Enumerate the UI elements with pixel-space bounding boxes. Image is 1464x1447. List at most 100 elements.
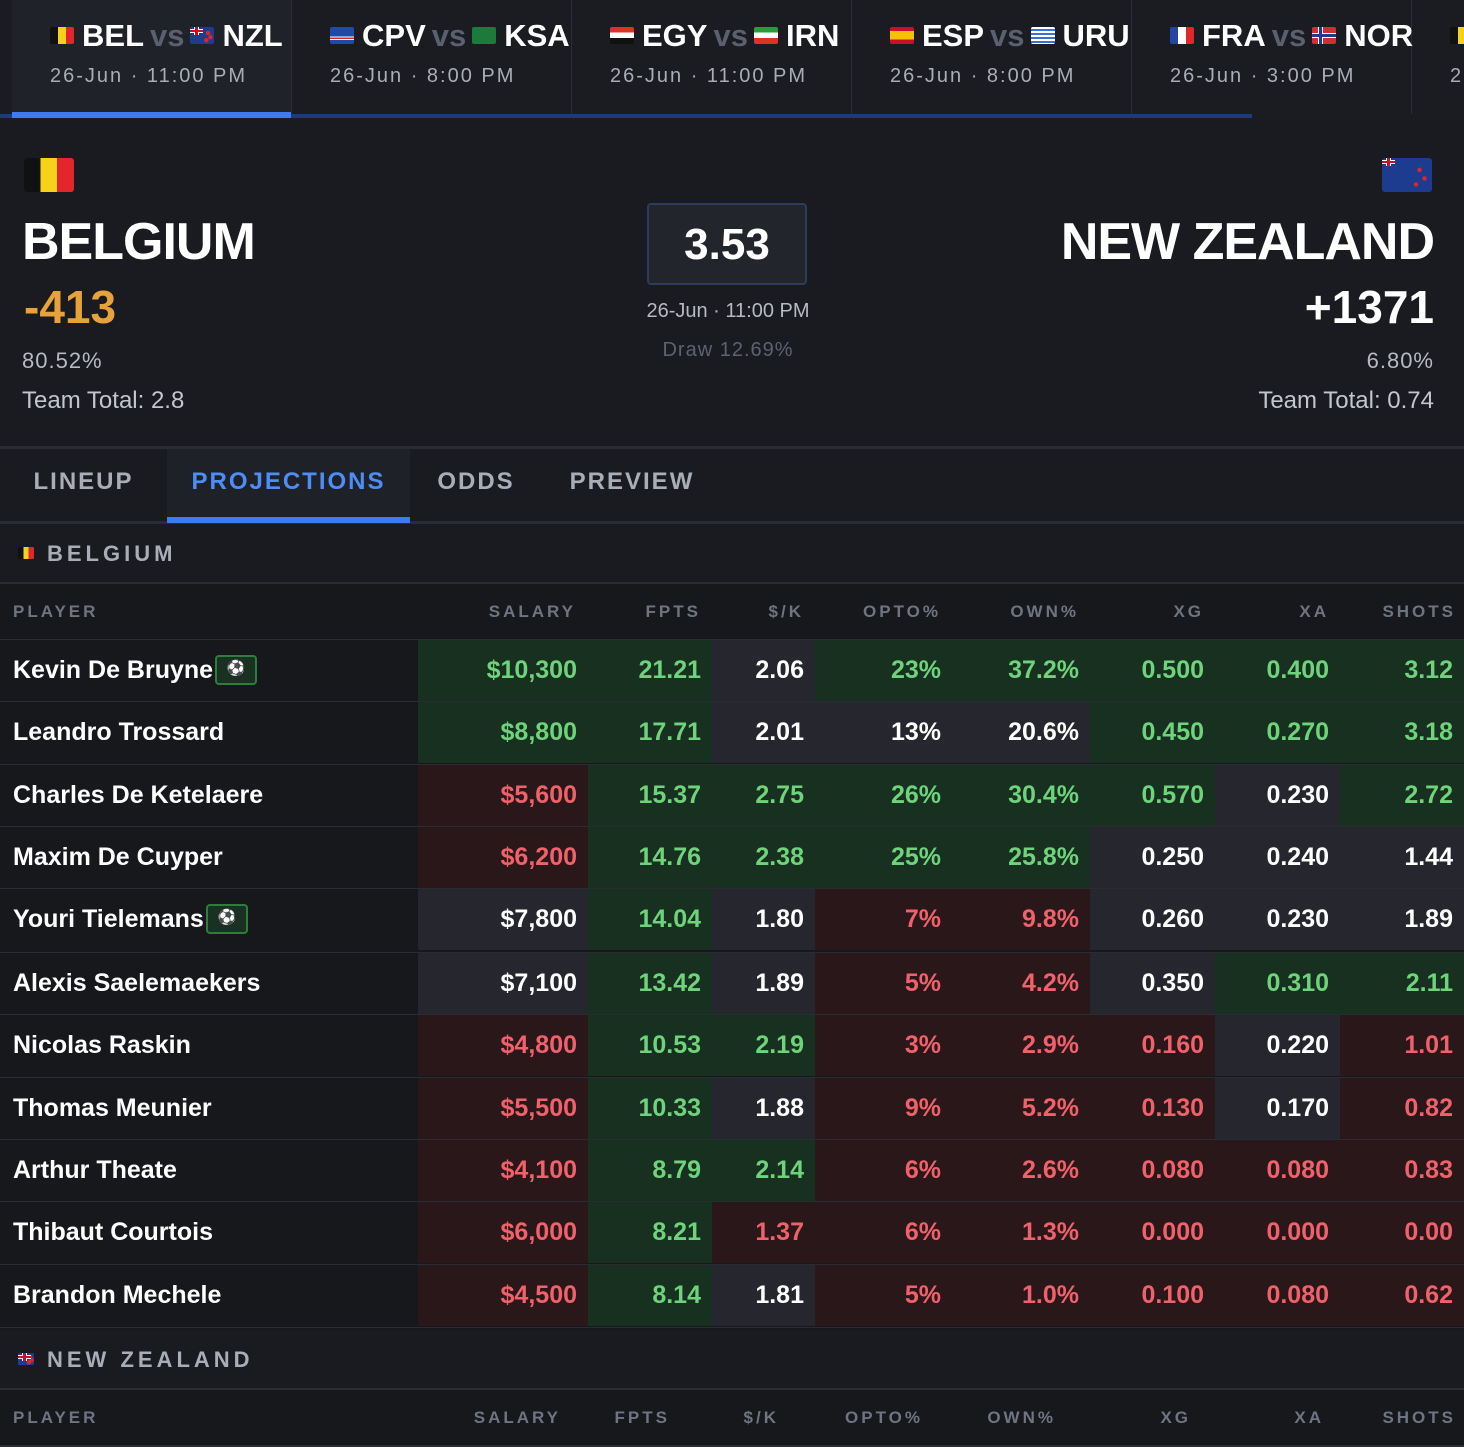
player-row[interactable]: Leandro Trossard $8,800 17.71 2.01 13% 20.6% 0… xyxy=(0,702,1464,765)
player-row[interactable]: Arthur Theate $4,100 8.79 2.14 6% 2.6% 0.080 0.… xyxy=(0,1140,1464,1202)
home-flag-icon xyxy=(330,27,354,45)
match-tab[interactable]: CPV vs KSA 26-Jun · 8:00 PM xyxy=(292,0,572,114)
section-title: BELGIUM xyxy=(47,541,177,566)
col-xg[interactable]: XG xyxy=(1173,602,1204,621)
player-row[interactable]: Youri Tielemans ⚽ $7,800 14.04 1.80 7% 9.8% 0.2… xyxy=(0,889,1464,953)
away-flag-icon xyxy=(1030,27,1055,45)
player-row[interactable]: Thomas Meunier $5,500 10.33 1.88 9% 5.2% 0.130… xyxy=(0,1078,1464,1140)
vs-label: vs xyxy=(1271,18,1307,53)
cell-salary: $4,100 xyxy=(418,1140,588,1201)
cell-xa: 0.220 xyxy=(1215,1015,1340,1076)
cell-xa: 0.230 xyxy=(1215,889,1340,950)
col-opto[interactable]: OPTO% xyxy=(863,602,941,621)
col-player[interactable]: PLAYER xyxy=(13,602,99,621)
cell-fpts: 13.42 xyxy=(588,953,712,1014)
player-row[interactable]: Charles De Ketelaere $5,600 15.37 2.75 26% 30… xyxy=(0,765,1464,827)
cell-shots: 0.82 xyxy=(1340,1078,1464,1139)
player-name[interactable]: Maxim De Cuyper xyxy=(13,827,223,889)
col-fpts[interactable]: FPTS xyxy=(614,1408,670,1427)
player-row[interactable]: Maxim De Cuyper $6,200 14.76 2.38 25% 25.8% 0.… xyxy=(0,827,1464,889)
col-salary[interactable]: SALARY xyxy=(488,602,576,621)
cell-xg: 0.130 xyxy=(1090,1078,1215,1139)
away-team-name: NEW ZEALAND xyxy=(1060,213,1435,271)
col-own[interactable]: OWN% xyxy=(987,1408,1056,1427)
cell-dollar-per-k: 1.80 xyxy=(712,889,815,950)
soccer-ball-icon: ⚽ xyxy=(215,655,258,686)
player-name[interactable]: Brandon Mechele xyxy=(13,1265,221,1327)
col-xa[interactable]: XA xyxy=(1294,1408,1324,1427)
match-tab[interactable]: BEL vs NZL 26-Jun · 11:00 PM xyxy=(12,0,292,118)
player-name-text: Youri Tielemans xyxy=(13,905,204,933)
player-name[interactable]: Nicolas Raskin xyxy=(13,1015,191,1077)
player-name-text: Maxim De Cuyper xyxy=(13,843,223,871)
home-code: ESP xyxy=(922,18,985,53)
match-tab[interactable]: ESP vs URU 26-Jun · 8:00 PM xyxy=(852,0,1132,114)
tab-preview[interactable]: PREVIEW xyxy=(569,468,695,495)
cell-xg: 0.080 xyxy=(1090,1140,1215,1201)
cell-salary: $8,800 xyxy=(418,702,588,763)
cell-xg: 0.500 xyxy=(1090,640,1215,701)
vs-label: vs xyxy=(713,18,748,53)
cell-xa: 0.080 xyxy=(1215,1265,1340,1326)
home-flag-icon xyxy=(610,27,634,45)
col-shots[interactable]: SHOTS xyxy=(1382,1408,1456,1427)
cell-own: 1.3% xyxy=(952,1202,1090,1263)
match-teams: BEL vs NZL xyxy=(50,18,283,54)
col-xg[interactable]: XG xyxy=(1160,1408,1191,1427)
col-salary[interactable]: SALARY xyxy=(473,1408,561,1427)
player-row[interactable]: Kevin De Bruyne ⚽ $10,300 21.21 2.06 23% 37.2%… xyxy=(0,640,1464,702)
col-dollar-per-k[interactable]: $/K xyxy=(768,602,804,621)
player-row[interactable]: Nicolas Raskin $4,800 10.53 2.19 3% 2.9% 0.160… xyxy=(0,1015,1464,1078)
cell-xg: 0.260 xyxy=(1090,889,1215,950)
cell-salary: $10,300 xyxy=(418,640,588,701)
match-time: 26-Jun · 8:00 PM xyxy=(890,65,1076,87)
tab-bar: LINEUP PROJECTIONS ODDS PREVIEW xyxy=(0,449,1464,524)
col-shots[interactable]: SHOTS xyxy=(1382,602,1456,621)
cell-shots: 1.01 xyxy=(1340,1015,1464,1076)
tab-odds[interactable]: ODDS xyxy=(437,468,515,495)
player-row[interactable]: Brandon Mechele $4,500 8.14 1.81 5% 1.0% 0.100… xyxy=(0,1265,1464,1328)
col-dollar-per-k[interactable]: $/K xyxy=(743,1408,779,1427)
match-tab[interactable]: EGY vs IRN 26-Jun · 11:00 PM xyxy=(572,0,852,114)
player-name[interactable]: Leandro Trossard xyxy=(13,702,224,764)
cell-own: 1.0% xyxy=(952,1265,1090,1326)
player-name[interactable]: Alexis Saelemaekers xyxy=(13,953,260,1015)
section-title: NEW ZEALAND xyxy=(47,1347,254,1372)
match-tab[interactable]: 2 xyxy=(1412,0,1464,114)
col-xa[interactable]: XA xyxy=(1299,602,1329,621)
player-name-text: Kevin De Bruyne xyxy=(13,656,214,684)
draw-pct: Draw 12.69% xyxy=(662,339,794,361)
cell-dollar-per-k: 1.81 xyxy=(712,1265,815,1326)
home-code: FRA xyxy=(1202,18,1266,53)
home-code: BEL xyxy=(82,18,144,53)
away-code: KSA xyxy=(504,18,570,53)
col-fpts[interactable]: FPTS xyxy=(645,602,701,621)
home-team-name: BELGIUM xyxy=(22,213,256,271)
vs-label: vs xyxy=(990,18,1025,53)
player-name[interactable]: Kevin De Bruyne ⚽ xyxy=(13,640,258,702)
match-teams: EGY vs IRN xyxy=(610,18,839,54)
cell-salary: $4,500 xyxy=(418,1265,588,1326)
player-name[interactable]: Charles De Ketelaere xyxy=(13,765,263,827)
match-time: 26-Jun · 11:00 PM xyxy=(50,65,248,87)
cell-opto: 3% xyxy=(815,1015,952,1076)
player-row[interactable]: Alexis Saelemaekers $7,100 13.42 1.89 5% 4.2%… xyxy=(0,953,1464,1015)
player-row[interactable]: Thibaut Courtois $6,000 8.21 1.37 6% 1.3% 0.00… xyxy=(0,1202,1464,1265)
cell-xg: 0.160 xyxy=(1090,1015,1215,1076)
col-player[interactable]: PLAYER xyxy=(13,1408,99,1427)
cell-dollar-per-k: 2.75 xyxy=(712,765,815,826)
player-name[interactable]: Youri Tielemans ⚽ xyxy=(13,889,248,951)
tab-lineup[interactable]: LINEUP xyxy=(33,468,134,495)
home-team-odds: -413 xyxy=(24,281,117,333)
player-name[interactable]: Thibaut Courtois xyxy=(13,1202,213,1264)
tab-projections[interactable]: PROJECTIONS xyxy=(167,449,410,523)
match-tab[interactable]: FRA vs NOR 26-Jun · 3:00 PM xyxy=(1132,0,1413,114)
vs-label: vs xyxy=(431,18,467,53)
col-own[interactable]: OWN% xyxy=(1010,602,1079,621)
player-name[interactable]: Arthur Theate xyxy=(13,1140,177,1202)
away-flag-icon xyxy=(753,27,778,45)
cell-xa: 0.310 xyxy=(1215,953,1340,1014)
col-opto[interactable]: OPTO% xyxy=(845,1408,923,1427)
player-name[interactable]: Thomas Meunier xyxy=(13,1078,212,1140)
strip-scroll-track[interactable] xyxy=(0,114,1252,118)
